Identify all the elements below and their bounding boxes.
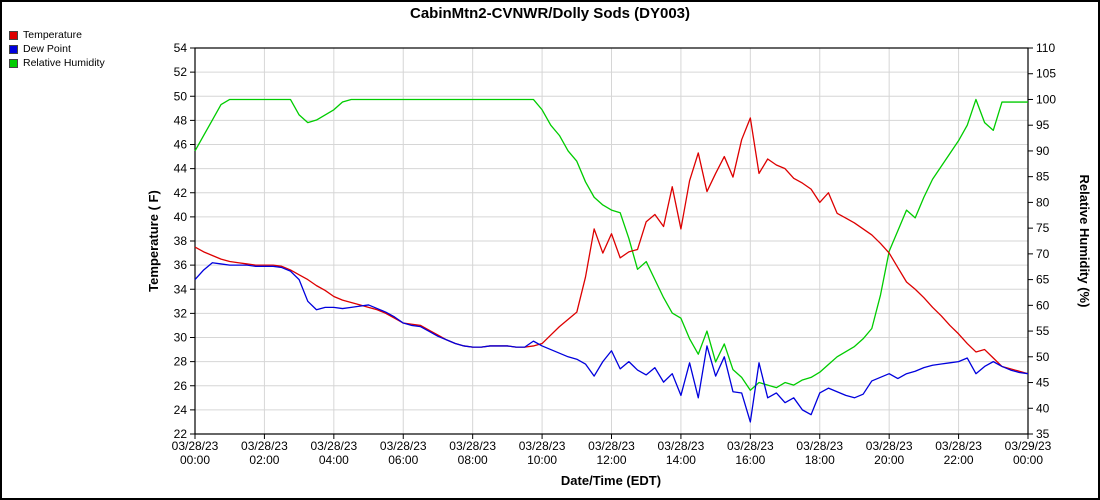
x-tick-time-label: 20:00 <box>874 453 904 467</box>
right-tick-label: 35 <box>1036 427 1050 441</box>
legend-item-relative-humidity: Relative Humidity <box>9 57 105 69</box>
right-tick-label: 110 <box>1036 41 1055 55</box>
left-tick-label: 26 <box>174 379 188 393</box>
left-tick-label: 36 <box>174 258 188 272</box>
x-tick-time-label: 00:00 <box>1013 453 1043 467</box>
x-tick-time-label: 04:00 <box>319 453 349 467</box>
legend-label-dew-point: Dew Point <box>23 43 71 55</box>
right-tick-label: 100 <box>1036 92 1056 106</box>
left-tick-label: 32 <box>174 306 188 320</box>
left-tick-label: 30 <box>174 331 188 345</box>
left-tick-label: 42 <box>174 186 188 200</box>
left-tick-label: 52 <box>174 65 188 79</box>
legend: Temperature Dew Point Relative Humidity <box>9 29 105 71</box>
right-tick-label: 90 <box>1036 144 1050 158</box>
x-tick-time-label: 02:00 <box>249 453 279 467</box>
left-tick-label: 50 <box>174 89 188 103</box>
x-tick-date-label: 03/29/23 <box>1005 439 1052 453</box>
x-tick-time-label: 10:00 <box>527 453 557 467</box>
x-tick-date-label: 03/28/23 <box>310 439 357 453</box>
x-tick-date-label: 03/28/23 <box>241 439 288 453</box>
x-tick-date-label: 03/28/23 <box>380 439 427 453</box>
left-tick-label: 24 <box>174 403 188 417</box>
x-tick-date-label: 03/28/23 <box>588 439 635 453</box>
left-axis-title: Temperature ( F) <box>146 190 161 292</box>
x-tick-time-label: 18:00 <box>805 453 835 467</box>
left-tick-label: 44 <box>174 162 188 176</box>
dew-point-swatch-icon <box>9 44 18 54</box>
right-tick-label: 50 <box>1036 350 1050 364</box>
right-tick-label: 55 <box>1036 324 1050 338</box>
left-tick-label: 28 <box>174 355 188 369</box>
left-tick-label: 46 <box>174 138 188 152</box>
legend-item-dew-point: Dew Point <box>9 43 105 55</box>
right-tick-label: 85 <box>1036 170 1050 184</box>
data-series <box>194 98 1029 423</box>
x-tick-date-label: 03/28/23 <box>727 439 774 453</box>
plot-frame <box>194 47 1029 435</box>
right-tick-label: 105 <box>1036 67 1056 81</box>
relative-humidity-line <box>194 98 1028 391</box>
x-tick-date-label: 03/28/23 <box>449 439 496 453</box>
left-tick-label: 48 <box>174 113 188 127</box>
chart-title: CabinMtn2-CVNWR/Dolly Sods (DY003) <box>409 5 691 22</box>
right-tick-label: 45 <box>1036 376 1050 390</box>
x-tick-time-label: 00:00 <box>180 453 210 467</box>
x-tick-date-label: 03/28/23 <box>796 439 843 453</box>
right-tick-label: 65 <box>1036 273 1050 287</box>
right-axis-title: Relative Humidity (%) <box>1077 175 1092 308</box>
right-tick-label: 40 <box>1036 401 1050 415</box>
temperature-line <box>194 117 1029 375</box>
legend-label-temperature: Temperature <box>23 29 82 41</box>
x-axis-title: Date/Time (EDT) <box>561 473 661 488</box>
x-tick-time-label: 12:00 <box>596 453 626 467</box>
left-tick-label: 38 <box>174 234 188 248</box>
x-tick-date-label: 03/28/23 <box>866 439 913 453</box>
right-tick-label: 75 <box>1036 221 1050 235</box>
dew-point-line <box>194 262 1029 423</box>
x-tick-date-label: 03/28/23 <box>658 439 705 453</box>
relative-humidity-swatch-icon <box>9 58 18 68</box>
x-tick-date-label: 03/28/23 <box>172 439 219 453</box>
x-tick-date-label: 03/28/23 <box>935 439 982 453</box>
x-tick-time-label: 22:00 <box>944 453 974 467</box>
legend-item-temperature: Temperature <box>9 29 105 41</box>
axes <box>190 47 1033 439</box>
right-tick-label: 80 <box>1036 195 1050 209</box>
left-tick-label: 34 <box>174 282 188 296</box>
right-tick-label: 70 <box>1036 247 1050 261</box>
x-tick-time-label: 16:00 <box>735 453 765 467</box>
left-tick-label: 54 <box>174 41 188 55</box>
x-tick-time-label: 08:00 <box>458 453 488 467</box>
left-tick-label: 22 <box>174 427 188 441</box>
legend-label-relative-humidity: Relative Humidity <box>23 57 105 69</box>
left-tick-label: 40 <box>174 210 188 224</box>
x-tick-date-label: 03/28/23 <box>519 439 566 453</box>
right-tick-label: 95 <box>1036 118 1050 132</box>
x-tick-time-label: 06:00 <box>388 453 418 467</box>
tick-labels: 22 24 26 28 30 32 34 36 38 40 42 44 46 48 50 52 54 35 40 45… <box>172 41 1057 467</box>
x-tick-time-label: 14:00 <box>666 453 696 467</box>
temperature-swatch-icon <box>9 30 18 40</box>
right-tick-label: 60 <box>1036 298 1050 312</box>
